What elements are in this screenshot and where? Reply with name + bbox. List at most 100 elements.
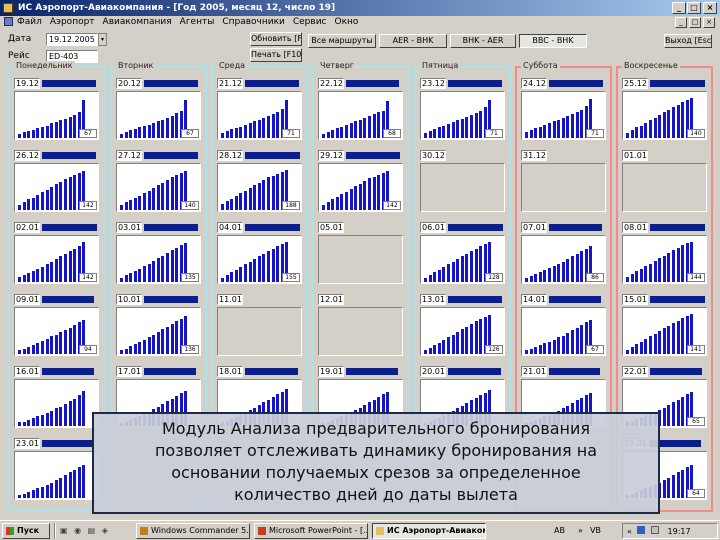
keyboard-indicator[interactable]: VB xyxy=(590,526,601,535)
booking-bar xyxy=(571,256,574,282)
booking-cell[interactable]: 04.01 155 xyxy=(217,222,302,284)
booking-cell[interactable]: 07.01 86 xyxy=(521,222,606,284)
booking-cell[interactable]: 25.12 140 xyxy=(622,78,707,140)
date-input[interactable]: 19.12.2005 xyxy=(46,33,98,46)
booking-cell[interactable]: 10.01 136 xyxy=(116,294,201,356)
booking-bar xyxy=(68,401,72,426)
booking-cell[interactable]: 24.12 71 xyxy=(521,78,606,140)
tab-bhk-aer[interactable]: BHK - AER xyxy=(450,34,516,48)
booking-cell[interactable]: 26.12 142 xyxy=(14,150,99,212)
booking-cell[interactable]: 27.12 140 xyxy=(116,150,201,212)
booking-bar xyxy=(589,246,593,282)
flight-date: 23.12 xyxy=(420,78,446,89)
booking-bar xyxy=(143,266,146,282)
start-button[interactable]: Пуск xyxy=(2,523,50,539)
booking-count: 142 xyxy=(383,201,401,210)
booking-bar xyxy=(676,400,680,426)
minimize-button[interactable]: _ xyxy=(672,2,686,14)
booking-cell[interactable]: 05.01 xyxy=(318,222,403,284)
menu-window[interactable]: Окно xyxy=(334,17,359,27)
booking-cell[interactable]: 16.01 xyxy=(14,366,99,428)
maximize-button[interactable]: □ xyxy=(687,2,701,14)
flight-date: 19.01 xyxy=(318,366,344,377)
booking-bar xyxy=(133,271,137,282)
booking-cell[interactable]: 12.01 xyxy=(318,294,403,356)
booking-chart: 142 xyxy=(318,163,403,212)
booking-bar xyxy=(45,339,49,354)
booking-chart: 71 xyxy=(521,91,606,140)
close-button[interactable]: × xyxy=(703,2,717,14)
booking-cell[interactable]: 02.01 142 xyxy=(14,222,99,284)
booking-bar xyxy=(552,340,556,354)
child-close-button[interactable]: × xyxy=(703,17,715,28)
booking-cell[interactable]: 14.01 67 xyxy=(521,294,606,356)
booking-bar xyxy=(672,475,675,498)
booking-bar xyxy=(386,101,390,138)
booking-chart xyxy=(14,379,99,428)
taskbar-item[interactable]: Windows Commander 5... xyxy=(136,523,250,539)
booking-cell[interactable]: 28.12 188 xyxy=(217,150,302,212)
booking-cell[interactable]: 23.12 71 xyxy=(420,78,505,140)
booking-cell[interactable]: 19.12 67 xyxy=(14,78,99,140)
booking-cell[interactable]: 29.12 142 xyxy=(318,150,403,212)
booking-cell[interactable]: 15.01 141 xyxy=(622,294,707,356)
load-bar xyxy=(448,296,502,303)
booking-cell[interactable]: 01.01 xyxy=(622,150,707,212)
booking-bar xyxy=(147,125,151,138)
booking-bar xyxy=(322,134,325,138)
booking-cell[interactable]: 03.01 135 xyxy=(116,222,201,284)
booking-bar xyxy=(253,185,257,210)
booking-bar xyxy=(566,333,570,354)
load-bar xyxy=(549,296,601,303)
flight-date: 09.01 xyxy=(14,294,40,305)
menu-service[interactable]: Сервис xyxy=(292,17,327,27)
booking-bar xyxy=(672,323,675,354)
network-icon[interactable] xyxy=(637,526,646,534)
clock: 19:17 xyxy=(667,527,691,536)
menu-airport[interactable]: Аэропорт xyxy=(49,17,95,27)
tab-bbc-bhk[interactable]: BBC - BHK xyxy=(519,34,587,48)
booking-chart: 68 xyxy=(318,91,403,140)
booking-cell[interactable]: 20.12 67 xyxy=(116,78,201,140)
booking-bar xyxy=(285,242,289,282)
booking-bar xyxy=(479,319,483,354)
tab-all-routes[interactable]: Все маршруты xyxy=(308,34,376,48)
menu-references[interactable]: Справочники xyxy=(222,17,285,27)
booking-bar xyxy=(428,348,432,354)
booking-cell[interactable]: 22.12 68 xyxy=(318,78,403,140)
child-restore-button[interactable]: □ xyxy=(689,17,701,28)
booking-cell[interactable]: 11.01 xyxy=(217,294,302,356)
booking-cell[interactable]: 22.01 65 xyxy=(622,366,707,428)
booking-cell[interactable]: 21.12 71 xyxy=(217,78,302,140)
booking-count: 67 xyxy=(79,129,97,138)
tab-aer-bhk[interactable]: AER - BHK xyxy=(379,34,447,48)
menu-agents[interactable]: Агенты xyxy=(179,17,215,27)
booking-cell[interactable]: 23.01 xyxy=(14,438,99,500)
volume-icon[interactable] xyxy=(651,526,659,534)
booking-bar xyxy=(156,185,160,210)
booking-cell[interactable]: 30.12 xyxy=(420,150,505,212)
child-minimize-button[interactable]: _ xyxy=(675,17,687,28)
booking-cell[interactable]: 06.01 128 xyxy=(420,222,505,284)
language-indicator[interactable]: AB xyxy=(554,526,565,535)
expand-arrow-icon[interactable]: » xyxy=(578,526,583,535)
booking-cell[interactable]: 13.01 126 xyxy=(420,294,505,356)
taskbar-item[interactable]: ИС Аэропорт-Авиаком... xyxy=(372,523,486,539)
menu-file[interactable]: Файл xyxy=(17,17,42,27)
tray-expand-icon[interactable]: « xyxy=(627,527,632,536)
menu-airline[interactable]: Авиакомпания xyxy=(102,17,172,27)
booking-cell[interactable]: 08.01 144 xyxy=(622,222,707,284)
flight-date: 06.01 xyxy=(420,222,446,233)
booking-bar xyxy=(77,173,81,210)
booking-bar xyxy=(479,395,483,426)
taskbar-item[interactable]: Microsoft PowerPoint - [... xyxy=(254,523,368,539)
booking-bar xyxy=(143,340,146,354)
print-button[interactable]: Печать [F10] xyxy=(250,48,302,62)
date-spin-button[interactable]: ▾ xyxy=(98,33,107,46)
booking-cell[interactable]: 31.12 xyxy=(521,150,606,212)
booking-bar xyxy=(428,275,432,282)
refresh-button[interactable]: Обновить [F5] xyxy=(250,32,302,46)
booking-cell[interactable]: 09.01 94 xyxy=(14,294,99,356)
exit-button[interactable]: Выход [Esc] xyxy=(664,34,712,48)
load-bar xyxy=(448,224,503,231)
